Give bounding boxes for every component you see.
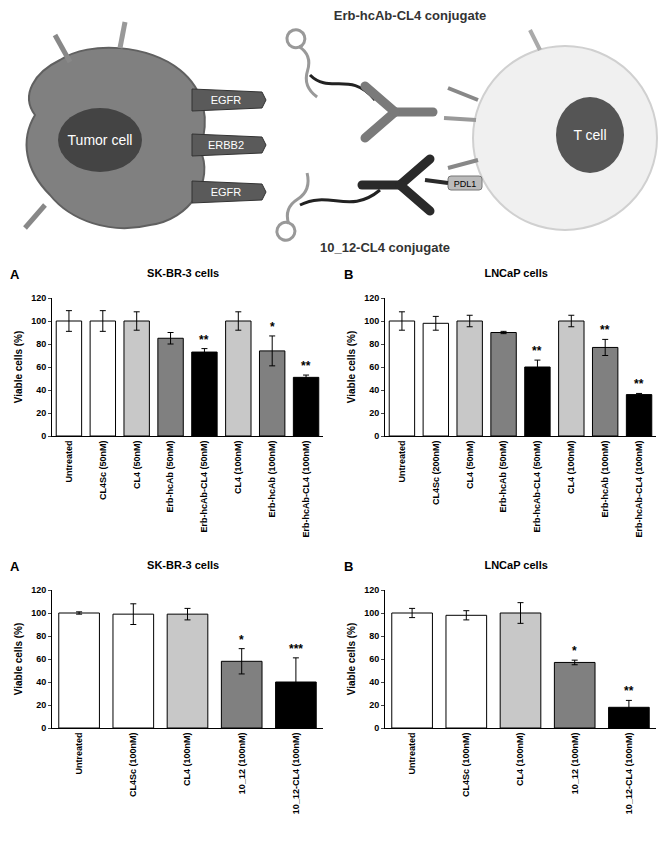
svg-text:Erb-hcAb (100nM): Erb-hcAb (100nM) (267, 441, 277, 518)
svg-text:100: 100 (364, 608, 379, 618)
svg-text:*: * (572, 644, 577, 658)
svg-text:10_12-CL4 conjugate: 10_12-CL4 conjugate (320, 240, 450, 255)
svg-text:10_12 (100nM): 10_12 (100nM) (570, 733, 580, 795)
svg-text:Untreated: Untreated (407, 733, 417, 775)
svg-text:Tumor cell: Tumor cell (68, 132, 133, 148)
svg-text:120: 120 (364, 293, 379, 303)
svg-text:Erb-hcAb-CL4 (100nM): Erb-hcAb-CL4 (100nM) (301, 441, 311, 538)
svg-text:ERBB2: ERBB2 (208, 139, 244, 151)
svg-text:CL4 (50nM): CL4 (50nM) (132, 441, 142, 490)
svg-text:60: 60 (36, 654, 46, 664)
svg-text:B: B (344, 267, 353, 282)
svg-text:**: ** (600, 323, 610, 337)
svg-text:Erb-hcAb-CL4 (100nM): Erb-hcAb-CL4 (100nM) (634, 441, 644, 538)
svg-text:A: A (10, 559, 20, 574)
svg-text:CL4Sc (50nM): CL4Sc (50nM) (98, 441, 108, 501)
svg-text:CL4 (100nM): CL4 (100nM) (182, 733, 192, 787)
svg-text:0: 0 (374, 723, 379, 733)
svg-text:*: * (239, 633, 244, 647)
svg-text:40: 40 (36, 385, 46, 395)
svg-text:10_12-CL4 (100nM): 10_12-CL4 (100nM) (624, 733, 634, 815)
svg-text:CL4 (50nM): CL4 (50nM) (465, 441, 475, 490)
svg-text:Viable cells (%): Viable cells (%) (13, 623, 24, 696)
svg-text:80: 80 (36, 631, 46, 641)
svg-text:CL4Sc (100nM): CL4Sc (100nM) (461, 733, 471, 798)
svg-text:Erb-hcAb (50nM): Erb-hcAb (50nM) (498, 441, 508, 513)
svg-text:80: 80 (369, 631, 379, 641)
svg-text:100: 100 (31, 316, 46, 326)
svg-text:20: 20 (36, 700, 46, 710)
svg-text:80: 80 (36, 339, 46, 349)
svg-text:B: B (344, 559, 353, 574)
svg-text:CL4Sc (100nM): CL4Sc (100nM) (128, 733, 138, 798)
svg-text:**: ** (624, 684, 634, 698)
svg-text:40: 40 (369, 385, 379, 395)
svg-text:0: 0 (41, 723, 46, 733)
svg-text:120: 120 (31, 585, 46, 595)
svg-text:Viable cells (%): Viable cells (%) (346, 331, 357, 404)
svg-text:100: 100 (364, 316, 379, 326)
svg-text:LNCaP cells: LNCaP cells (484, 267, 547, 279)
svg-text:CL4 (100nM): CL4 (100nM) (515, 733, 525, 787)
svg-text:Erb-hcAb (100nM): Erb-hcAb (100nM) (600, 441, 610, 518)
svg-text:20: 20 (36, 408, 46, 418)
svg-text:CL4Sc (200nM): CL4Sc (200nM) (431, 441, 441, 506)
svg-text:10_12 (100nM): 10_12 (100nM) (237, 733, 247, 795)
svg-text:60: 60 (369, 362, 379, 372)
svg-text:SK-BR-3 cells: SK-BR-3 cells (147, 559, 219, 571)
svg-text:Untreated: Untreated (64, 441, 74, 483)
svg-text:CL4 (100nM): CL4 (100nM) (566, 441, 576, 495)
svg-text:Erb-hcAb-CL4 conjugate: Erb-hcAb-CL4 conjugate (334, 8, 486, 23)
svg-text:SK-BR-3 cells: SK-BR-3 cells (147, 267, 219, 279)
svg-text:60: 60 (369, 654, 379, 664)
svg-text:**: ** (532, 344, 542, 358)
svg-text:120: 120 (364, 585, 379, 595)
svg-text:LNCaP cells: LNCaP cells (484, 559, 547, 571)
svg-text:**: ** (199, 333, 209, 347)
svg-text:Erb-hcAb-CL4 (50nM): Erb-hcAb-CL4 (50nM) (532, 441, 542, 533)
svg-text:T cell: T cell (573, 127, 606, 143)
svg-text:CL4 (100nM): CL4 (100nM) (233, 441, 243, 495)
svg-text:100: 100 (31, 608, 46, 618)
svg-text:60: 60 (36, 362, 46, 372)
svg-text:40: 40 (369, 677, 379, 687)
svg-text:120: 120 (31, 293, 46, 303)
svg-text:20: 20 (369, 700, 379, 710)
svg-text:Erb-hcAb-CL4 (50nM): Erb-hcAb-CL4 (50nM) (199, 441, 209, 533)
svg-text:***: *** (289, 642, 303, 656)
svg-text:40: 40 (36, 677, 46, 687)
svg-text:Erb-hcAb (50nM): Erb-hcAb (50nM) (165, 441, 175, 513)
svg-text:10_12-CL4 (100nM): 10_12-CL4 (100nM) (291, 733, 301, 815)
svg-text:Viable cells (%): Viable cells (%) (13, 331, 24, 404)
svg-text:EGFR: EGFR (211, 186, 242, 198)
svg-text:A: A (10, 267, 20, 282)
svg-text:**: ** (634, 377, 644, 391)
svg-text:Untreated: Untreated (74, 733, 84, 775)
svg-text:EGFR: EGFR (211, 94, 242, 106)
svg-text:0: 0 (41, 431, 46, 441)
svg-text:20: 20 (369, 408, 379, 418)
svg-text:Untreated: Untreated (397, 441, 407, 483)
svg-text:PDL1: PDL1 (454, 179, 477, 189)
svg-text:80: 80 (369, 339, 379, 349)
svg-text:0: 0 (374, 431, 379, 441)
svg-text:**: ** (301, 359, 311, 373)
svg-text:Viable cells (%): Viable cells (%) (346, 623, 357, 696)
svg-text:*: * (270, 320, 275, 334)
